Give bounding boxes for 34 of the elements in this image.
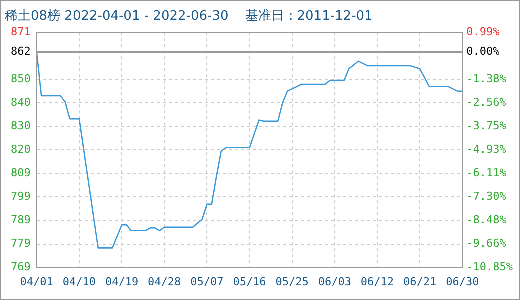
- x-tick-label: 06/30: [446, 275, 480, 288]
- y2-tick-label: 0.00%: [466, 45, 500, 58]
- y2-tick-label: -6.11%: [466, 166, 507, 180]
- y-tick-label: 789: [10, 214, 31, 227]
- x-tick-label: 04/19: [105, 275, 139, 288]
- y2-tick-label: -4.93%: [466, 143, 507, 156]
- x-tick-label: 05/16: [233, 275, 266, 288]
- y2-tick-label: -1.38%: [466, 72, 507, 86]
- x-tick-label: 05/25: [276, 275, 309, 288]
- y2-tick-label: -10.85%: [466, 260, 514, 274]
- x-tick-label: 05/07: [190, 275, 224, 288]
- chart-title: 稀土08榜 2022-04-01 - 2022-06-30 基准日：2011-12-01: [5, 9, 373, 24]
- y2-tick-label: -3.75%: [466, 120, 507, 133]
- y-tick-label: 830: [10, 120, 31, 133]
- y2-tick-label: -9.66%: [466, 237, 507, 250]
- x-tick-label: 06/03: [318, 275, 352, 288]
- y2-tick-label: 0.99%: [466, 25, 500, 38]
- y-tick-label: 769: [10, 260, 31, 274]
- y-tick-label: 820: [10, 143, 31, 156]
- x-tick-label: 06/21: [404, 275, 437, 288]
- y-tick-label: 850: [10, 72, 31, 86]
- y2-tick-label: -7.30%: [466, 190, 507, 204]
- y-tick-label: 840: [10, 96, 31, 110]
- y-tick-label: 799: [10, 190, 31, 204]
- y2-tick-label: -8.48%: [466, 214, 507, 227]
- y-tick-label: 871: [10, 25, 31, 38]
- x-tick-label: 04/28: [148, 275, 182, 288]
- y2-tick-label: -2.56%: [466, 96, 507, 109]
- x-tick-label: 04/10: [62, 275, 96, 288]
- x-tick-label: 06/12: [360, 275, 394, 288]
- y-tick-label: 862: [10, 45, 31, 58]
- y-tick-label: 809: [10, 166, 31, 180]
- x-tick-label: 04/01: [20, 275, 54, 288]
- y-tick-label: 779: [10, 237, 31, 250]
